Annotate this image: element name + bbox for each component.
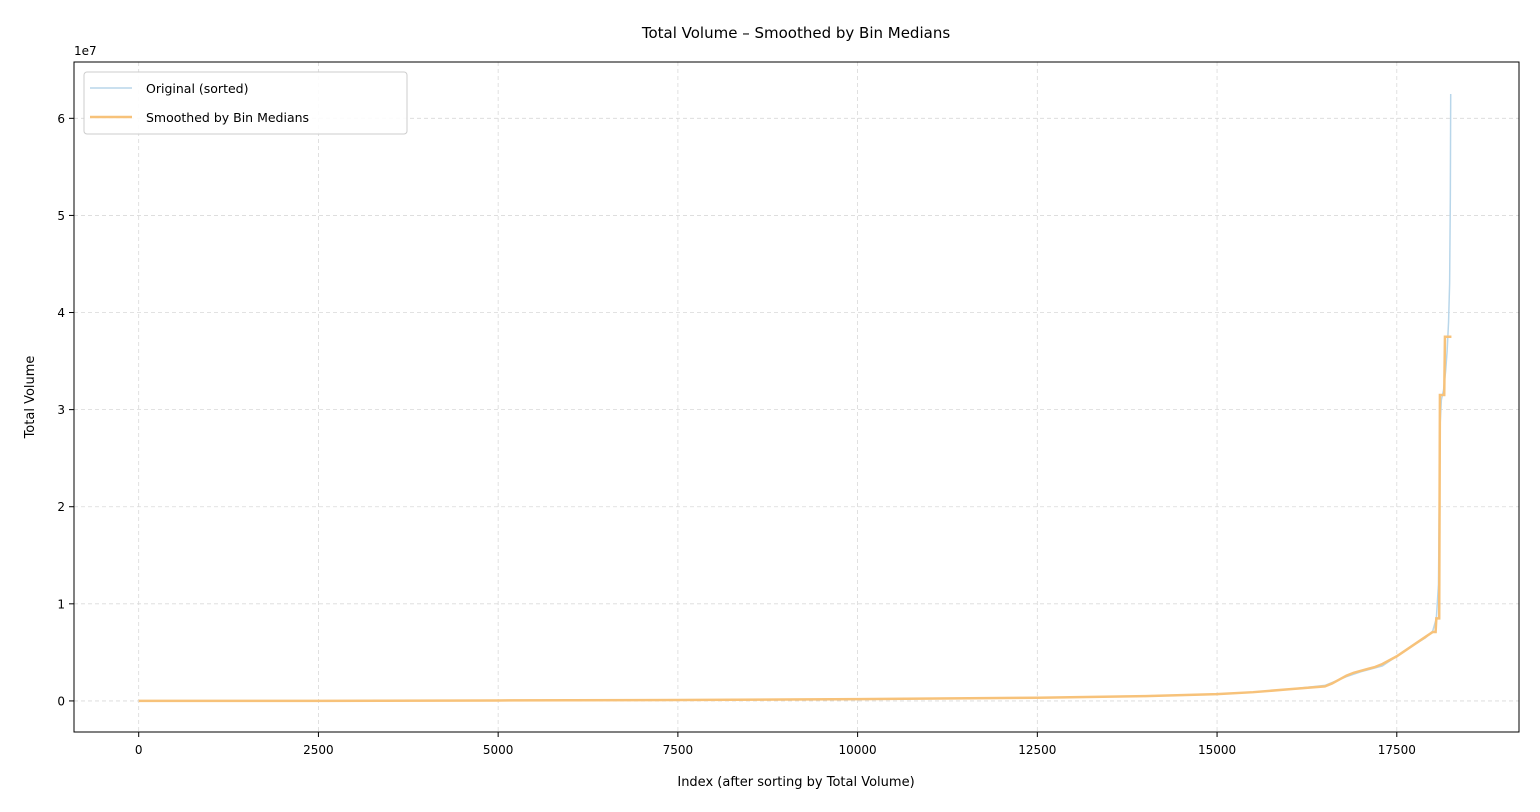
- y-axis-label: Total Volume: [23, 356, 38, 440]
- x-tick-label: 0: [135, 743, 143, 757]
- y-tick-label: 3: [57, 403, 65, 417]
- series-line-smoothed: [138, 335, 1452, 703]
- chart-title: Total Volume – Smoothed by Bin Medians: [641, 24, 950, 42]
- x-tick-label: 15000: [1198, 743, 1236, 757]
- x-tick-label: 5000: [483, 743, 514, 757]
- legend-label-smoothed: Smoothed by Bin Medians: [146, 110, 309, 125]
- tick-layer: 0 2500 5000 7500 10000 12500 15000 17500 0 1 2 3 4 5 6: [57, 112, 1416, 757]
- x-axis-label: Index (after sorting by Total Volume): [677, 775, 914, 790]
- grid-layer: [74, 62, 1519, 732]
- x-tick-label: 2500: [303, 743, 334, 757]
- y-tick-label: 1: [57, 597, 65, 611]
- y-tick-label: 5: [57, 209, 65, 223]
- y-tick-label: 6: [57, 112, 65, 126]
- legend: Original (sorted) Smoothed by Bin Median…: [83, 71, 408, 135]
- series-layer: [138, 94, 1452, 703]
- y-tick-label: 2: [57, 500, 65, 514]
- legend-box: [83, 71, 408, 135]
- y-offset-label: 1e7: [74, 44, 97, 58]
- y-tick-label: 4: [57, 306, 65, 320]
- y-tick-label: 0: [57, 694, 65, 708]
- series-line-original: [138, 94, 1452, 702]
- x-tick-label: 17500: [1378, 743, 1416, 757]
- plot-frame: [73, 61, 1520, 733]
- legend-label-original: Original (sorted): [146, 81, 248, 96]
- x-tick-label: 10000: [839, 743, 877, 757]
- x-tick-label: 7500: [663, 743, 694, 757]
- x-tick-label: 12500: [1018, 743, 1056, 757]
